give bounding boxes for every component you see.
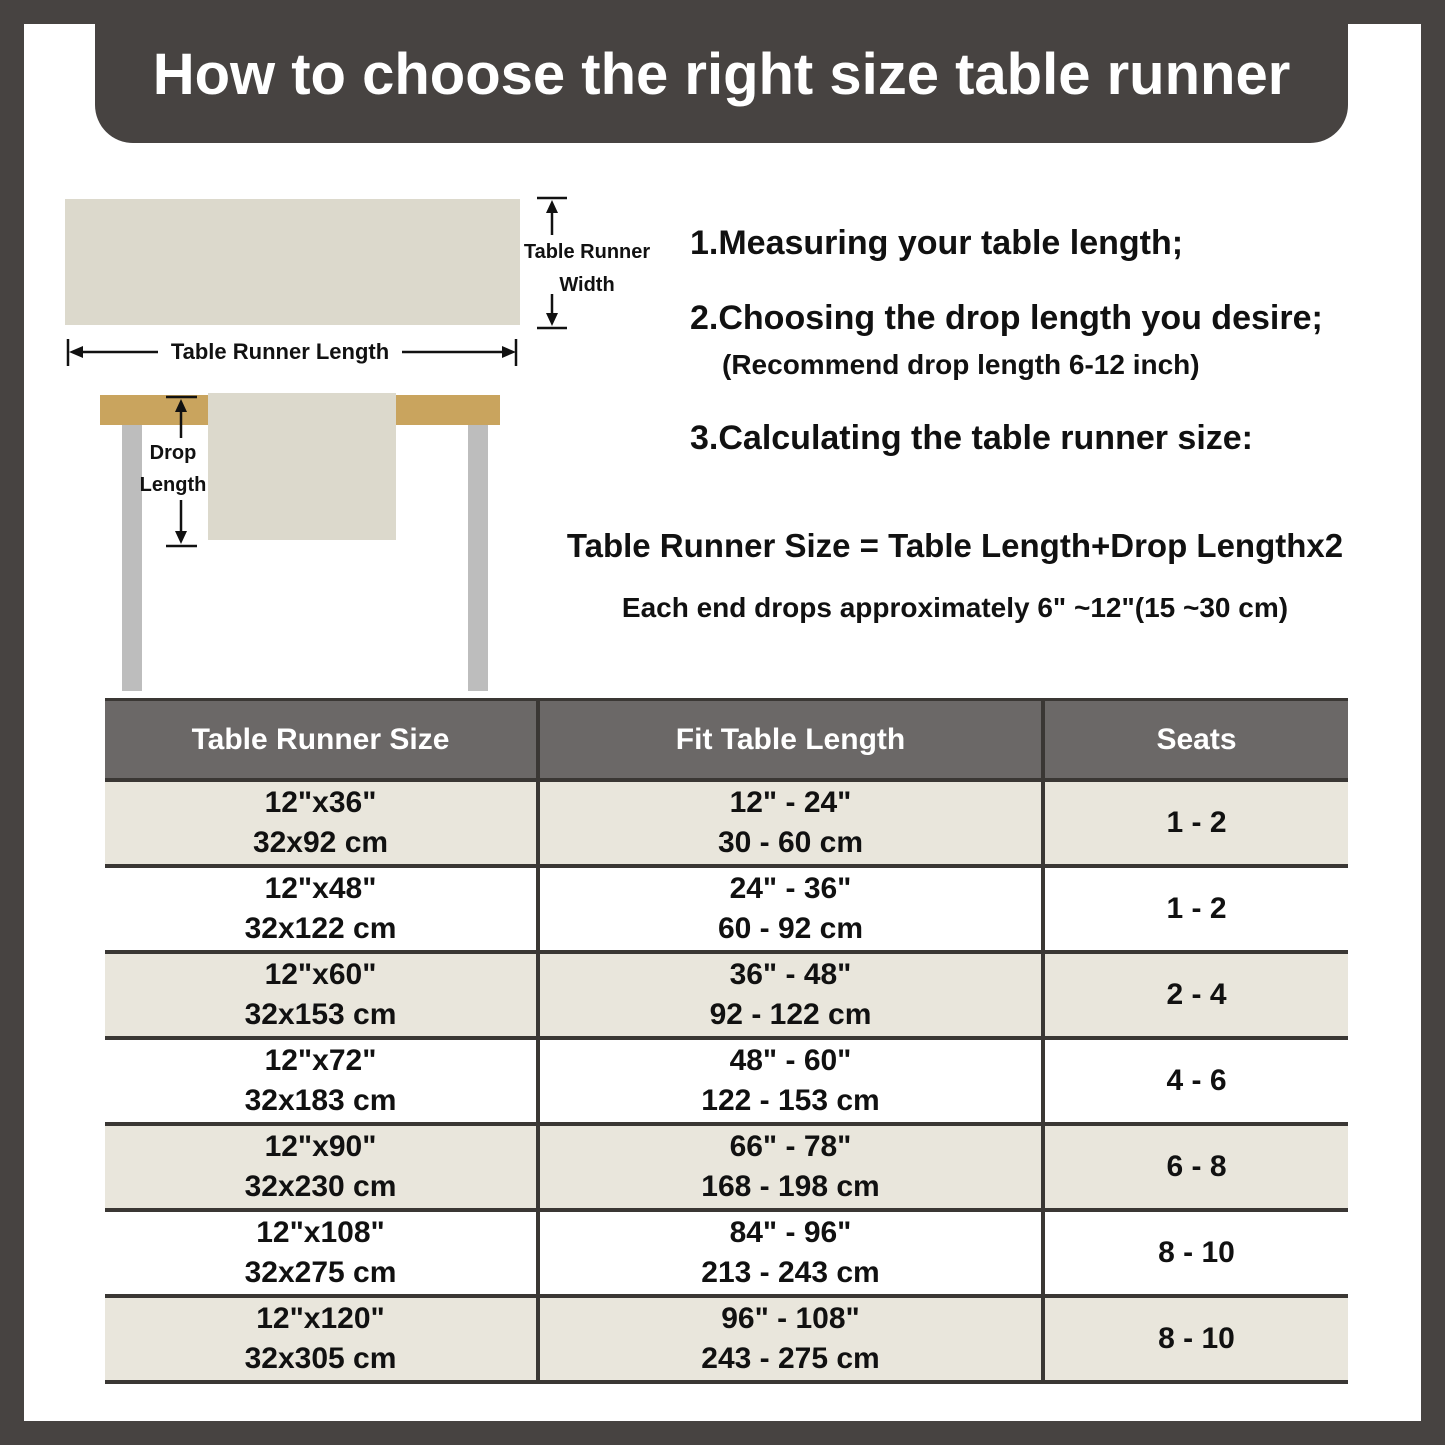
cell-runner-size: 12"x60" 32x153 cm xyxy=(105,952,540,1040)
table-runner-top-view xyxy=(65,199,520,325)
table-row: 12"x108" 32x275 cm 84" - 96" 213 - 243 cm … xyxy=(105,1210,1348,1298)
cell-fit-length: 24" - 36" 60 - 92 cm xyxy=(538,866,1045,954)
cell-seats: 2 - 4 xyxy=(1043,952,1348,1040)
width-label: Table Runner Width xyxy=(523,241,651,296)
table-row: 12"x60" 32x153 cm 36" - 48" 92 - 122 cm 2 … xyxy=(105,952,1348,1040)
formula: Table Runner Size = Table Length+Drop Le… xyxy=(566,527,1344,564)
table-row: 12"x36" 32x92 cm 12" - 24" 30 - 60 cm 1 - … xyxy=(105,780,1348,868)
table-row: 12"x48" 32x122 cm 24" - 36" 60 - 92 cm 1 -… xyxy=(105,866,1348,954)
page-title: How to choose the right size table runne… xyxy=(152,42,1291,107)
drop-length-label: Drop Length xyxy=(139,442,207,496)
table-leg-right xyxy=(468,425,488,691)
step-1: 1.Measuring your table length; xyxy=(690,224,1184,262)
step-2: 2.Choosing the drop length you desire; xyxy=(690,299,1323,337)
header-runner-size: Table Runner Size xyxy=(105,698,540,782)
cell-fit-length: 36" - 48" 92 - 122 cm xyxy=(538,952,1045,1040)
cell-seats: 6 - 8 xyxy=(1043,1124,1348,1212)
cell-runner-size: 12"x108" 32x275 cm xyxy=(105,1210,540,1298)
cell-seats: 1 - 2 xyxy=(1043,780,1348,868)
cell-runner-size: 12"x90" 32x230 cm xyxy=(105,1124,540,1212)
table-leg-left xyxy=(122,425,142,691)
length-label: Table Runner Length xyxy=(158,336,402,367)
cell-fit-length: 48" - 60" 122 - 153 cm xyxy=(538,1038,1045,1126)
table-row: 12"x72" 32x183 cm 48" - 60" 122 - 153 cm 4… xyxy=(105,1038,1348,1126)
size-chart-table: Table Runner Size Fit Table Length Seats… xyxy=(105,698,1348,1384)
step-2-note: (Recommend drop length 6-12 inch) xyxy=(722,349,1200,380)
cell-seats: 8 - 10 xyxy=(1043,1210,1348,1298)
table-runner-drop-shape xyxy=(208,393,396,540)
header-seats: Seats xyxy=(1043,698,1348,782)
formula-note: Each end drops approximately 6" ~12"(15 … xyxy=(621,592,1289,623)
title-banner: How to choose the right size table runne… xyxy=(95,0,1348,143)
cell-runner-size: 12"x36" 32x92 cm xyxy=(105,780,540,868)
table-row: 12"x90" 32x230 cm 66" - 78" 168 - 198 cm 6… xyxy=(105,1124,1348,1212)
cell-runner-size: 12"x120" 32x305 cm xyxy=(105,1296,540,1384)
header-fit-length: Fit Table Length xyxy=(538,698,1045,782)
cell-seats: 1 - 2 xyxy=(1043,866,1348,954)
cell-seats: 8 - 10 xyxy=(1043,1296,1348,1384)
cell-fit-length: 84" - 96" 213 - 243 cm xyxy=(538,1210,1045,1298)
cell-fit-length: 12" - 24" 30 - 60 cm xyxy=(538,780,1045,868)
cell-fit-length: 96" - 108" 243 - 275 cm xyxy=(538,1296,1045,1384)
cell-fit-length: 66" - 78" 168 - 198 cm xyxy=(538,1124,1045,1212)
step-3: 3.Calculating the table runner size: xyxy=(690,419,1254,457)
table-header-row: Table Runner Size Fit Table Length Seats xyxy=(105,698,1348,782)
cell-seats: 4 - 6 xyxy=(1043,1038,1348,1126)
table-row: 12"x120" 32x305 cm 96" - 108" 243 - 275 cm… xyxy=(105,1296,1348,1384)
cell-runner-size: 12"x72" 32x183 cm xyxy=(105,1038,540,1126)
cell-runner-size: 12"x48" 32x122 cm xyxy=(105,866,540,954)
